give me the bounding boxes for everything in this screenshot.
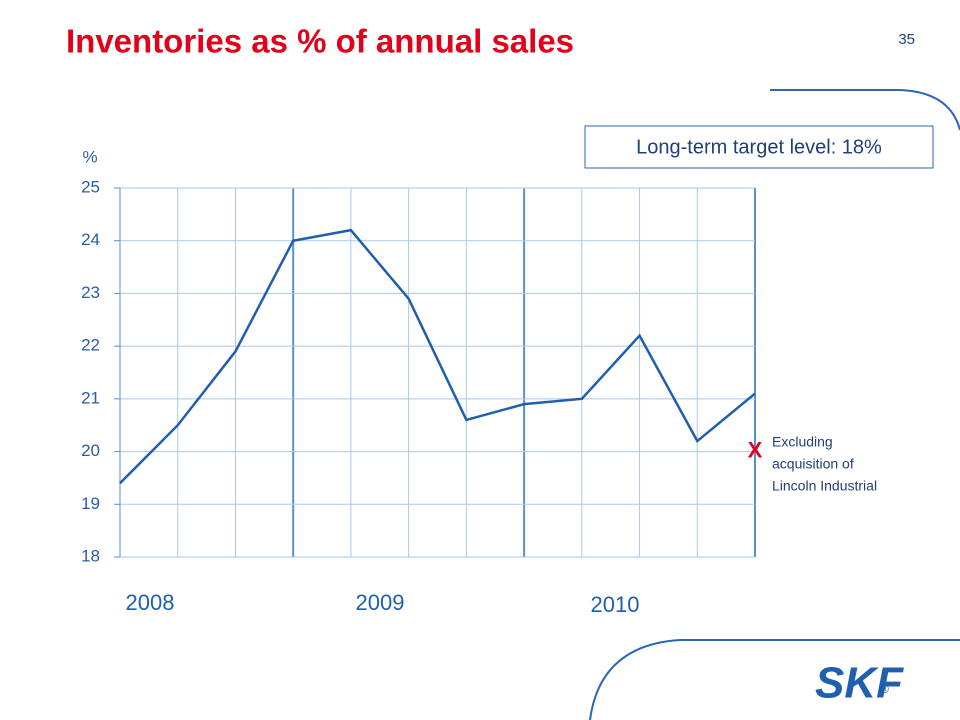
- decor-curve: [770, 89, 960, 131]
- logo-registered: ®: [880, 682, 889, 696]
- adjusted-note: Lincoln Industrial: [772, 478, 877, 494]
- decor-curve: [589, 639, 960, 720]
- page-number: 35: [898, 31, 915, 48]
- y-tick-label: 24: [81, 230, 100, 249]
- y-unit: %: [82, 147, 97, 166]
- adjusted-marker: X: [748, 437, 763, 462]
- year-label: 2010: [591, 592, 640, 617]
- logo: SKF: [815, 659, 904, 708]
- y-tick-label: 25: [81, 177, 100, 196]
- target-box: [584, 125, 934, 169]
- data-line: [119, 228, 756, 485]
- slide-title: Inventories as % of annual sales: [66, 23, 574, 60]
- target-note: Long-term target level: 18%: [636, 136, 882, 158]
- y-tick-label: 18: [81, 546, 100, 565]
- year-label: 2009: [356, 590, 405, 615]
- y-tick-label: 19: [81, 494, 100, 513]
- year-label: 2008: [126, 590, 175, 615]
- y-tick-label: 20: [81, 441, 100, 460]
- adjusted-note: acquisition of: [772, 456, 854, 472]
- y-tick-label: 22: [81, 336, 100, 355]
- y-tick-label: 23: [81, 283, 100, 302]
- adjusted-note: Excluding: [772, 434, 833, 450]
- y-tick-label: 21: [81, 388, 100, 407]
